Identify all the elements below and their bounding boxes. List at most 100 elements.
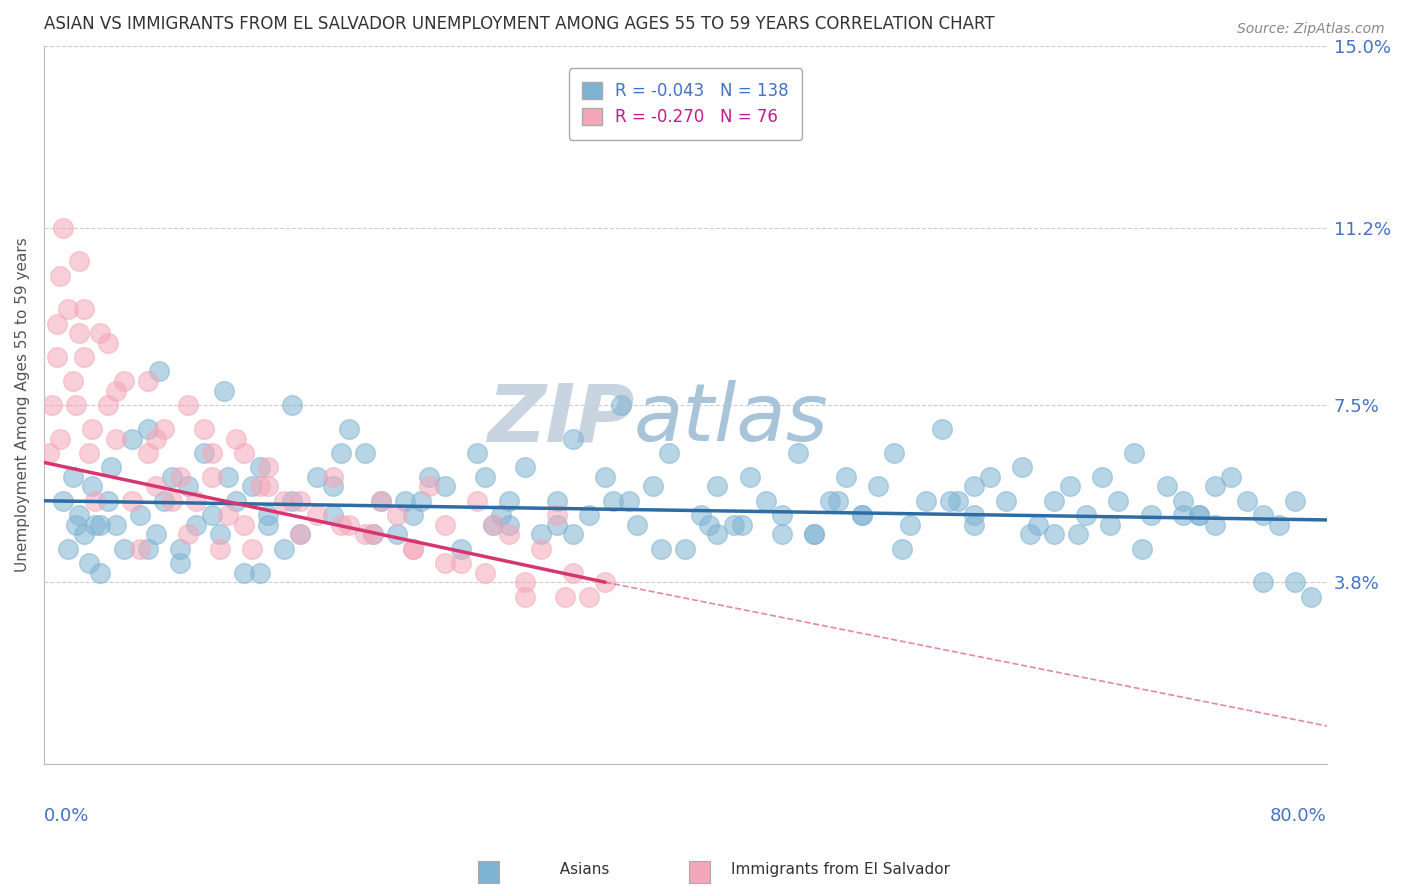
Point (370, 493, 392, 508)
Point (498, 493, 520, 508)
Point (89, 326, 111, 340)
Point (153, 422, 176, 436)
Point (281, 493, 304, 508)
Point (337, 422, 360, 436)
Point (65, 517, 87, 532)
Point (593, 470, 616, 484)
Point (803, 527, 825, 541)
Point (1268, 517, 1291, 532)
Point (474, 566, 496, 580)
Point (136, 422, 159, 436)
Point (97, 398, 120, 412)
Point (963, 479, 986, 493)
Point (322, 479, 344, 493)
Point (1284, 575, 1306, 590)
Point (418, 479, 440, 493)
Point (329, 517, 352, 532)
Point (290, 527, 312, 541)
Point (498, 517, 520, 532)
Point (450, 541, 472, 556)
Point (84, 517, 107, 532)
Point (201, 446, 224, 460)
Point (1019, 527, 1042, 541)
Point (67, 254, 90, 268)
Point (673, 541, 696, 556)
Point (626, 517, 648, 532)
Point (353, 446, 375, 460)
Point (770, 508, 793, 523)
Point (257, 508, 280, 523)
Point (1251, 575, 1274, 590)
Point (482, 517, 505, 532)
Point (209, 527, 232, 541)
Point (67, 326, 90, 340)
Point (643, 479, 665, 493)
Point (723, 517, 745, 532)
Point (233, 566, 256, 580)
Point (835, 470, 858, 484)
Point (1188, 508, 1211, 523)
Point (100, 460, 122, 475)
Point (305, 508, 328, 523)
Point (730, 517, 752, 532)
Point (450, 556, 472, 570)
Point (738, 470, 761, 484)
Text: Asians: Asians (550, 863, 619, 877)
Point (121, 432, 143, 446)
Point (1011, 460, 1033, 475)
Point (619, 493, 641, 508)
Point (385, 508, 408, 523)
Point (1219, 470, 1241, 484)
Point (939, 493, 962, 508)
Point (770, 527, 793, 541)
Point (38, 446, 60, 460)
Point (45, 317, 67, 331)
Point (394, 493, 416, 508)
Text: Source: ZipAtlas.com: Source: ZipAtlas.com (1237, 22, 1385, 37)
Point (1251, 508, 1274, 523)
Point (658, 446, 681, 460)
Point (97, 493, 120, 508)
Point (84, 493, 107, 508)
Point (370, 493, 392, 508)
Point (593, 575, 616, 590)
Point (963, 508, 986, 523)
Point (77, 446, 100, 460)
Point (56, 302, 79, 317)
Point (1132, 541, 1154, 556)
Point (578, 590, 600, 604)
Point (546, 493, 568, 508)
Point (898, 517, 921, 532)
Point (786, 446, 808, 460)
Point (1299, 590, 1322, 604)
Point (699, 517, 721, 532)
Point (273, 541, 295, 556)
Point (465, 493, 488, 508)
Point (290, 493, 312, 508)
Point (105, 517, 128, 532)
Point (201, 508, 224, 523)
Point (65, 398, 87, 412)
Point (755, 493, 778, 508)
Point (145, 479, 167, 493)
Point (602, 493, 624, 508)
Point (433, 556, 456, 570)
Point (80, 422, 103, 436)
Point (80, 479, 103, 493)
Point (105, 432, 128, 446)
Point (136, 374, 159, 388)
Point (361, 527, 384, 541)
Point (530, 527, 553, 541)
Point (281, 398, 304, 412)
Text: 80.0%: 80.0% (1270, 807, 1327, 825)
Point (52, 220, 75, 235)
Point (169, 556, 191, 570)
Point (62, 374, 84, 388)
Point (67, 508, 90, 523)
Point (148, 364, 170, 378)
Point (136, 541, 159, 556)
Point (554, 590, 576, 604)
Point (1156, 479, 1178, 493)
Point (498, 527, 520, 541)
Point (402, 541, 425, 556)
